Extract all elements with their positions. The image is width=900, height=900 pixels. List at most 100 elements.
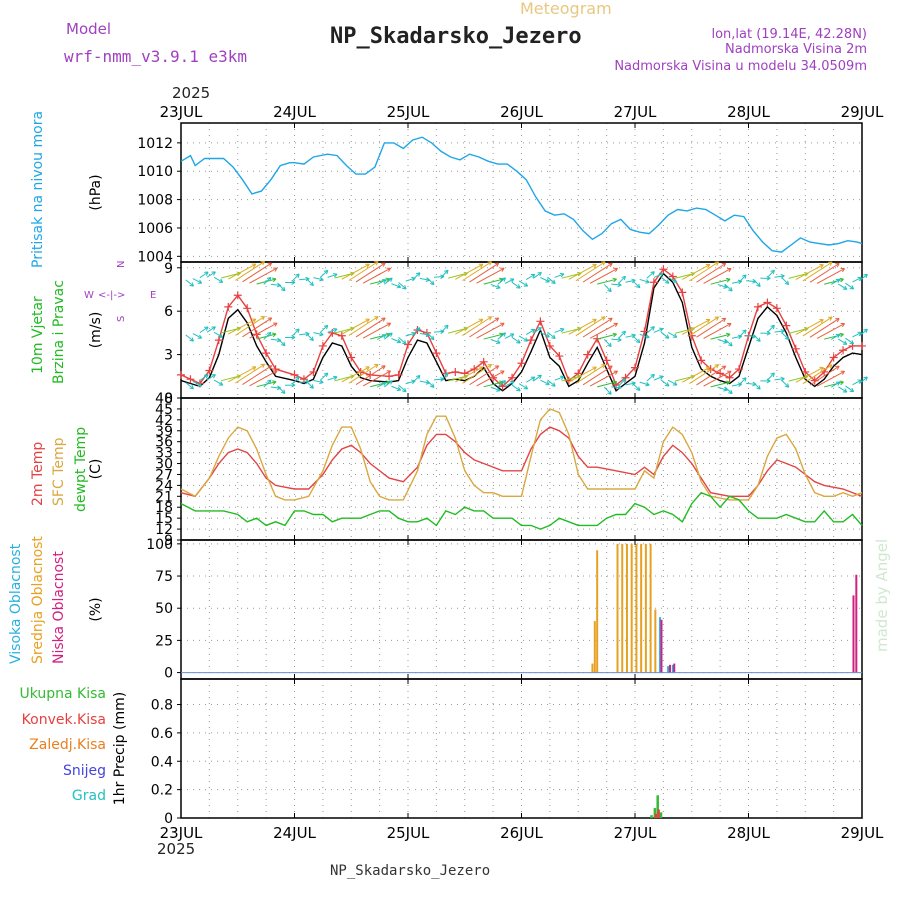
wind-arrow-head	[516, 387, 521, 392]
wind-arrow-head	[635, 338, 641, 344]
wind-arrow	[540, 379, 550, 386]
wind-arrow	[391, 385, 401, 391]
wind-arrow-head	[309, 336, 314, 342]
wind-arrow	[249, 370, 278, 387]
gust-point	[687, 331, 696, 340]
wind-arrow	[689, 316, 719, 337]
wind-arrow	[802, 261, 833, 282]
wind-arrow-head	[319, 331, 324, 337]
wind-arrow	[603, 339, 612, 347]
wind-arrow-head	[429, 335, 435, 341]
wind-arrow	[242, 317, 272, 338]
wind-arrow	[533, 272, 542, 279]
wind-arrow	[717, 338, 728, 343]
wind-arrow-head	[728, 389, 733, 395]
wind-arrow	[462, 316, 492, 337]
wind-arrow-head	[319, 379, 324, 385]
wind-arrow	[355, 317, 386, 338]
wind-arrow-head	[323, 372, 329, 378]
wind-arrow	[845, 337, 854, 345]
wind-arrow-head	[592, 318, 597, 324]
wind-arrow	[384, 380, 393, 388]
wind-arrow	[377, 334, 387, 340]
wind-arrow-head	[530, 273, 536, 279]
wind-arrow-head	[645, 381, 650, 387]
wind-arrow-head	[726, 380, 731, 386]
wind-arrow-head	[835, 333, 841, 339]
wind-arrow-head	[487, 261, 493, 266]
gust-point	[725, 373, 734, 382]
wind-arrow-head	[374, 316, 379, 321]
wind-arrow	[575, 261, 606, 282]
wind-arrow	[185, 382, 194, 390]
wind-arrow	[419, 380, 430, 384]
wind-arrow-head	[382, 334, 387, 339]
gust-point	[205, 366, 214, 375]
wind-arrow	[213, 331, 224, 338]
gust-point	[243, 304, 252, 313]
pressure-left-label: Pritisak na nivou mora	[30, 111, 46, 268]
wind-arrow	[490, 338, 501, 344]
gust-point	[583, 350, 592, 359]
wind-arrow	[291, 273, 300, 282]
wind-arrow	[419, 332, 430, 336]
wind-arrow-head	[612, 380, 617, 386]
wind-arrow-head	[559, 327, 565, 333]
wind-arrow-head	[835, 262, 840, 268]
wind-arrow	[852, 331, 862, 338]
pressure-ytick-label: 1008	[137, 193, 173, 209]
x-label-top: 29JUL	[841, 103, 884, 121]
wind-arrow-head	[218, 333, 224, 338]
wind-arrow-head	[664, 279, 670, 284]
wind-arrow	[824, 333, 844, 340]
gust-point	[782, 321, 791, 330]
wind-arrow-head	[766, 330, 771, 336]
wind-arrow-head	[211, 374, 216, 379]
wind-arrow	[525, 376, 536, 383]
wind-arrow-head	[309, 281, 314, 287]
wind-arrow	[710, 381, 731, 388]
wind-legend-s: S	[116, 316, 127, 322]
wind-arrow-head	[204, 326, 209, 331]
wind-arrow-head	[545, 278, 550, 283]
wind-arrow-head	[840, 268, 846, 273]
meteogram-label: Meteogram	[520, 0, 612, 18]
temperature-ytick-label: 12	[155, 522, 173, 538]
wind-arrow	[547, 276, 556, 284]
wind-arrow	[710, 333, 731, 340]
wind-arrow	[511, 384, 521, 392]
wind-arrow	[774, 330, 785, 333]
wind-arrow	[682, 319, 711, 335]
wind-arrow	[667, 277, 678, 283]
wind-arrow-head	[770, 269, 775, 275]
wind-arrow	[738, 329, 747, 338]
wind-arrow-head	[478, 318, 484, 323]
wind-arrow-head	[645, 334, 650, 339]
x-label-bottom: 23JUL	[160, 824, 203, 842]
gust-point	[347, 353, 356, 362]
wind-arrow-head	[650, 326, 655, 331]
temp-dew-left-label: dewpt Temp	[73, 427, 89, 512]
x-label-bottom: 28JUL	[727, 824, 770, 842]
temp-sfc-left-label: SFC Temp	[51, 437, 67, 506]
wind-arrow-head	[728, 287, 733, 292]
wind-arrow	[845, 385, 854, 393]
cloud-ylabel: (%)	[88, 597, 104, 621]
wind-arrow-head	[530, 376, 536, 381]
wind-arrow-head	[664, 334, 670, 339]
wind-arrow	[476, 322, 505, 339]
wind-arrow-head	[189, 384, 195, 390]
wind-arrow-head	[444, 372, 449, 377]
wind-arrow	[781, 332, 790, 340]
wind-arrow	[767, 324, 775, 333]
wind-arrow-head	[607, 342, 612, 348]
wind-arrow	[746, 280, 757, 283]
wind-arrow-head	[705, 264, 711, 269]
x-label-bottom: 25JUL	[387, 824, 430, 842]
precip-ytick-label: 0.2	[151, 783, 173, 799]
wind-arrow-head	[500, 370, 505, 375]
temperature-ytick-label: 45	[155, 402, 173, 418]
wind-arrow	[568, 318, 597, 335]
wind-arrow	[568, 366, 597, 383]
wind-arrow-head	[726, 332, 731, 338]
